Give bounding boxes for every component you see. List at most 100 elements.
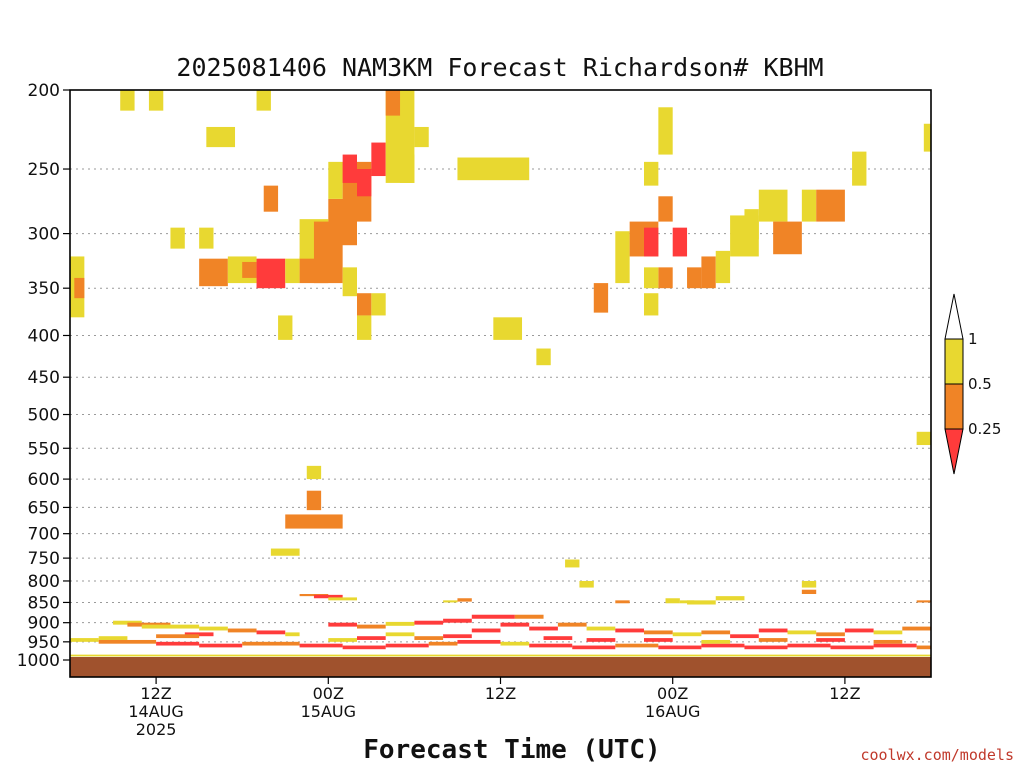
colorbar-yellow	[944, 338, 964, 385]
ri-cell	[70, 654, 931, 657]
ri-cell	[644, 161, 659, 186]
ground-layer	[70, 657, 931, 677]
ri-cell	[70, 638, 99, 642]
ri-cell	[184, 632, 214, 637]
ri-cell	[514, 614, 544, 619]
ri-cell	[385, 90, 401, 116]
ri-cell	[572, 645, 616, 650]
ri-cell	[278, 315, 293, 340]
ri-cell	[443, 600, 458, 603]
ri-cell	[873, 630, 903, 635]
ri-cell	[873, 643, 917, 648]
ri-cell	[801, 189, 817, 222]
ri-cell	[199, 227, 214, 249]
ri-cell	[787, 630, 817, 635]
y-tick-label: 300	[28, 225, 60, 245]
x-tick-label: 14AUG	[128, 702, 183, 721]
ri-cell	[199, 626, 228, 631]
ri-cell	[830, 645, 874, 650]
ri-cell	[715, 596, 745, 601]
ri-cell	[923, 123, 931, 152]
ri-cell	[242, 641, 300, 646]
ri-cell	[148, 90, 164, 111]
ri-cell	[916, 431, 931, 446]
ri-cell	[357, 293, 372, 316]
ri-cell	[443, 618, 472, 623]
x-tick-label: 00Z	[313, 684, 344, 703]
ri-cell	[701, 630, 731, 635]
x-axis-label: Forecast Time (UTC)	[363, 735, 660, 765]
ri-cell	[414, 620, 444, 625]
ri-cell	[593, 283, 609, 313]
ri-cell	[457, 598, 472, 602]
ri-cell	[665, 598, 680, 604]
ri-cell	[414, 126, 429, 148]
ri-cell	[270, 548, 300, 556]
ri-cell	[371, 142, 386, 177]
ri-cell	[74, 277, 85, 299]
ri-cell	[658, 107, 673, 155]
ri-cell	[816, 632, 845, 637]
ri-cell	[586, 626, 616, 631]
ri-cell	[371, 293, 386, 316]
y-tick-label: 550	[28, 439, 60, 459]
ri-cell	[357, 636, 386, 640]
ri-cell	[385, 643, 429, 648]
ri-cell	[701, 639, 731, 644]
ri-cell	[816, 638, 845, 642]
ri-cell	[500, 622, 530, 627]
ri-cell	[658, 267, 673, 289]
ri-cell	[615, 628, 644, 633]
richardson-cells	[70, 90, 931, 657]
ri-cell	[306, 465, 322, 480]
ri-cell	[285, 514, 343, 529]
ri-cell	[170, 227, 185, 249]
ri-cell	[873, 639, 903, 644]
ri-cell	[687, 267, 702, 289]
y-tick-label: 400	[28, 326, 60, 346]
y-tick-label: 450	[28, 368, 60, 388]
x-tick-label: 16AUG	[645, 702, 700, 721]
chart-title: 2025081406 NAM3KM Forecast Richardson# K…	[176, 53, 823, 82]
x-tick-label: 2025	[136, 720, 177, 739]
ri-cell	[328, 161, 343, 199]
ri-cell	[672, 632, 702, 637]
colorbar-orange	[944, 383, 964, 430]
ri-cell	[500, 641, 530, 646]
ri-cell	[141, 624, 200, 629]
ri-cell	[687, 600, 716, 605]
y-tick-label: 850	[28, 593, 60, 613]
ri-cell	[113, 620, 142, 625]
ri-cell	[644, 293, 659, 316]
ri-cell	[500, 157, 530, 181]
ri-cell	[916, 600, 931, 603]
y-tick-label: 650	[28, 498, 60, 518]
ri-cell	[565, 559, 580, 568]
y-tick-label: 950	[28, 633, 60, 653]
ri-cell	[579, 580, 594, 588]
ri-cell	[557, 622, 587, 627]
ri-cell	[328, 638, 357, 642]
ri-cell	[744, 209, 759, 240]
ri-cell	[644, 227, 659, 257]
ri-cell	[787, 643, 831, 648]
ri-cell	[127, 622, 171, 627]
ri-cell	[263, 185, 279, 212]
credit-text: coolwx.com/models	[860, 746, 1014, 764]
ri-cell	[844, 628, 874, 633]
ri-cell	[457, 639, 501, 644]
ri-cell	[758, 189, 788, 222]
ri-cell	[313, 594, 343, 599]
ri-cell	[773, 221, 802, 255]
ri-cell	[586, 638, 616, 642]
colorbar-bottom-arrow	[944, 428, 964, 475]
ri-cell	[256, 258, 286, 289]
ri-cell	[758, 628, 788, 633]
ri-cell	[299, 643, 343, 648]
ri-cell	[156, 641, 200, 646]
colorbar-label: 1	[968, 330, 978, 348]
ri-cell	[916, 645, 931, 650]
y-tick-label: 500	[28, 406, 60, 426]
